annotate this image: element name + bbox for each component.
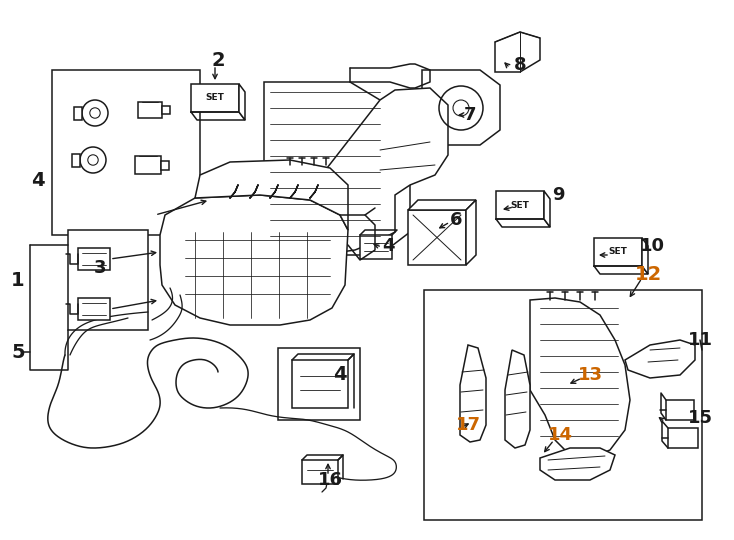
Text: 11: 11 (688, 331, 713, 349)
Text: 3: 3 (94, 259, 106, 277)
Polygon shape (422, 70, 500, 145)
Bar (191, 84, 239, 112)
Polygon shape (195, 160, 348, 230)
Bar (496, 191, 544, 219)
Bar (424, 290, 702, 520)
Polygon shape (540, 448, 615, 480)
Text: SET: SET (511, 200, 529, 210)
Text: 9: 9 (552, 186, 564, 204)
Polygon shape (360, 235, 392, 259)
Polygon shape (239, 84, 245, 120)
Text: 7: 7 (464, 106, 476, 124)
Bar (278, 348, 360, 420)
Polygon shape (285, 88, 448, 255)
Polygon shape (302, 460, 338, 484)
Bar (161, 161, 169, 170)
Polygon shape (668, 428, 698, 448)
Polygon shape (408, 200, 476, 210)
Text: 4: 4 (31, 171, 45, 190)
Text: 6: 6 (450, 211, 462, 229)
Bar (68, 230, 148, 330)
Polygon shape (160, 195, 348, 325)
Text: 17: 17 (456, 416, 481, 434)
Polygon shape (408, 210, 466, 265)
Text: SET: SET (206, 93, 225, 103)
Text: 14: 14 (548, 426, 573, 444)
Polygon shape (466, 200, 476, 265)
Polygon shape (666, 400, 694, 420)
Text: 4: 4 (333, 366, 346, 384)
Polygon shape (292, 360, 348, 408)
Text: 1: 1 (11, 271, 25, 289)
Polygon shape (78, 298, 110, 320)
Bar (135, 156, 161, 174)
Bar (162, 106, 170, 114)
Bar (72, 153, 80, 166)
Polygon shape (495, 32, 540, 72)
Polygon shape (625, 340, 695, 378)
Text: 13: 13 (578, 366, 603, 384)
Bar (138, 102, 162, 118)
Text: 4: 4 (382, 237, 394, 255)
Text: 2: 2 (211, 51, 225, 70)
Polygon shape (460, 345, 486, 442)
Bar (74, 106, 82, 119)
Polygon shape (78, 248, 110, 270)
Bar (52, 70, 200, 235)
Polygon shape (505, 350, 530, 448)
Text: SET: SET (608, 247, 628, 256)
Polygon shape (642, 238, 648, 274)
Text: 12: 12 (634, 266, 661, 285)
Text: 15: 15 (688, 409, 713, 427)
Text: 16: 16 (318, 471, 343, 489)
Text: 10: 10 (639, 237, 664, 255)
Polygon shape (264, 82, 410, 255)
Polygon shape (544, 191, 550, 227)
Polygon shape (530, 298, 630, 458)
Text: 5: 5 (11, 342, 25, 361)
Bar (594, 238, 642, 266)
Text: 8: 8 (514, 56, 526, 74)
